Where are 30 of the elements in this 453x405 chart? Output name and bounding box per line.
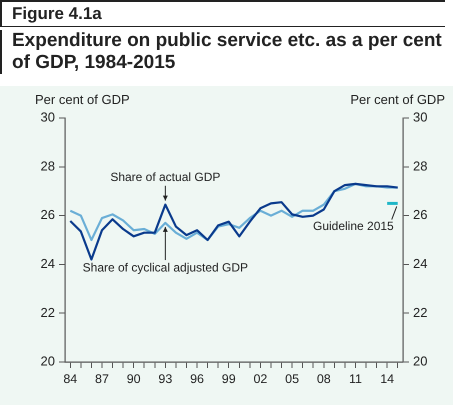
x-tick-label: 14 — [380, 372, 394, 386]
x-tick-label: 84 — [63, 372, 78, 386]
series-label: Guideline 2015 — [312, 218, 394, 233]
y-tick-label: 20 — [40, 354, 55, 369]
y2-tick-label: 26 — [413, 207, 428, 222]
y-tick-label: 26 — [40, 207, 55, 222]
x-tick-label: 99 — [222, 372, 236, 386]
y2-tick-label: 20 — [413, 354, 428, 369]
y2-tick-label: 28 — [413, 158, 428, 174]
x-tick-label: 96 — [190, 372, 204, 386]
x-tick-label: 93 — [158, 372, 172, 386]
x-tick-label: 87 — [95, 372, 109, 386]
x-tick-label: 08 — [316, 372, 331, 386]
chart-title: Figure 4.1a — [0, 0, 445, 27]
y-tick-label: 30 — [40, 110, 55, 125]
x-tick-label: 02 — [253, 372, 268, 386]
y2-tick-label: 22 — [413, 304, 428, 320]
y-tick-label: 24 — [40, 256, 55, 271]
y2-tick-label: 24 — [413, 256, 428, 271]
y-tick-label: 28 — [40, 158, 55, 174]
x-tick-label: 11 — [348, 372, 362, 386]
y2-axis-title: Per cent of GDP — [350, 92, 445, 107]
x-tick-label: 90 — [126, 372, 141, 386]
text: Share of actual GDP — [110, 170, 220, 184]
x-tick-label: 05 — [285, 372, 300, 386]
chart-subtitle: Expenditure on public service etc. as a per cent of GDP, 1984-2015 — [0, 30, 445, 74]
series-label: Share of cyclical adjusted GDP — [82, 260, 248, 274]
y-axis-title: Per cent of GDP — [35, 92, 130, 107]
y-tick-label: 22 — [40, 304, 55, 320]
y2-tick-label: 30 — [413, 110, 428, 125]
